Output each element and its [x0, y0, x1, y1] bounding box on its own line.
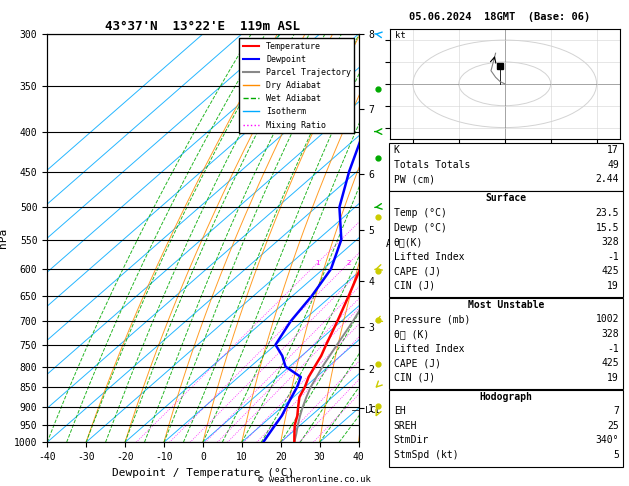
Text: 425: 425 [601, 358, 619, 368]
Legend: Temperature, Dewpoint, Parcel Trajectory, Dry Adiabat, Wet Adiabat, Isotherm, Mi: Temperature, Dewpoint, Parcel Trajectory… [240, 38, 354, 133]
Text: Dewp (°C): Dewp (°C) [394, 223, 447, 233]
Text: Lifted Index: Lifted Index [394, 252, 464, 262]
Text: 19: 19 [607, 373, 619, 383]
Text: Totals Totals: Totals Totals [394, 160, 470, 170]
Text: Most Unstable: Most Unstable [467, 300, 544, 310]
Text: 1: 1 [315, 260, 320, 266]
Text: CAPE (J): CAPE (J) [394, 358, 441, 368]
Text: Surface: Surface [485, 193, 526, 204]
Text: Temp (°C): Temp (°C) [394, 208, 447, 218]
Text: Hodograph: Hodograph [479, 392, 532, 402]
Text: 2: 2 [347, 260, 351, 266]
Text: 7: 7 [613, 406, 619, 417]
Text: Pressure (mb): Pressure (mb) [394, 314, 470, 325]
Text: θᴄ(K): θᴄ(K) [394, 237, 423, 247]
Text: Lifted Index: Lifted Index [394, 344, 464, 354]
Text: 1002: 1002 [596, 314, 619, 325]
Text: 328: 328 [601, 237, 619, 247]
Text: © weatheronline.co.uk: © weatheronline.co.uk [258, 474, 371, 484]
Text: kt: kt [394, 32, 405, 40]
Text: LCL: LCL [365, 406, 382, 415]
Text: SREH: SREH [394, 421, 417, 431]
Text: PW (cm): PW (cm) [394, 174, 435, 185]
Text: -1: -1 [607, 252, 619, 262]
Text: 328: 328 [601, 329, 619, 339]
Text: StmSpd (kt): StmSpd (kt) [394, 450, 459, 460]
Text: 15.5: 15.5 [596, 223, 619, 233]
Text: θᴄ (K): θᴄ (K) [394, 329, 429, 339]
Text: 17: 17 [607, 145, 619, 156]
Text: 05.06.2024  18GMT  (Base: 06): 05.06.2024 18GMT (Base: 06) [409, 12, 591, 22]
Text: StmDir: StmDir [394, 435, 429, 446]
Text: CIN (J): CIN (J) [394, 281, 435, 291]
Text: CAPE (J): CAPE (J) [394, 266, 441, 277]
X-axis label: Dewpoint / Temperature (°C): Dewpoint / Temperature (°C) [112, 468, 294, 478]
Text: 2.44: 2.44 [596, 174, 619, 185]
Text: 23.5: 23.5 [596, 208, 619, 218]
Text: 49: 49 [607, 160, 619, 170]
Title: 43°37'N  13°22'E  119m ASL: 43°37'N 13°22'E 119m ASL [105, 20, 301, 33]
Text: Mixing Ratio (g/kg): Mixing Ratio (g/kg) [394, 182, 404, 294]
Text: 25: 25 [607, 421, 619, 431]
Text: 19: 19 [607, 281, 619, 291]
Y-axis label: hPa: hPa [0, 228, 8, 248]
Text: 340°: 340° [596, 435, 619, 446]
Text: -1: -1 [607, 344, 619, 354]
Text: K: K [394, 145, 399, 156]
Text: EH: EH [394, 406, 406, 417]
Text: 425: 425 [601, 266, 619, 277]
Text: CIN (J): CIN (J) [394, 373, 435, 383]
Text: 5: 5 [613, 450, 619, 460]
Y-axis label: km
ASL: km ASL [386, 227, 404, 249]
